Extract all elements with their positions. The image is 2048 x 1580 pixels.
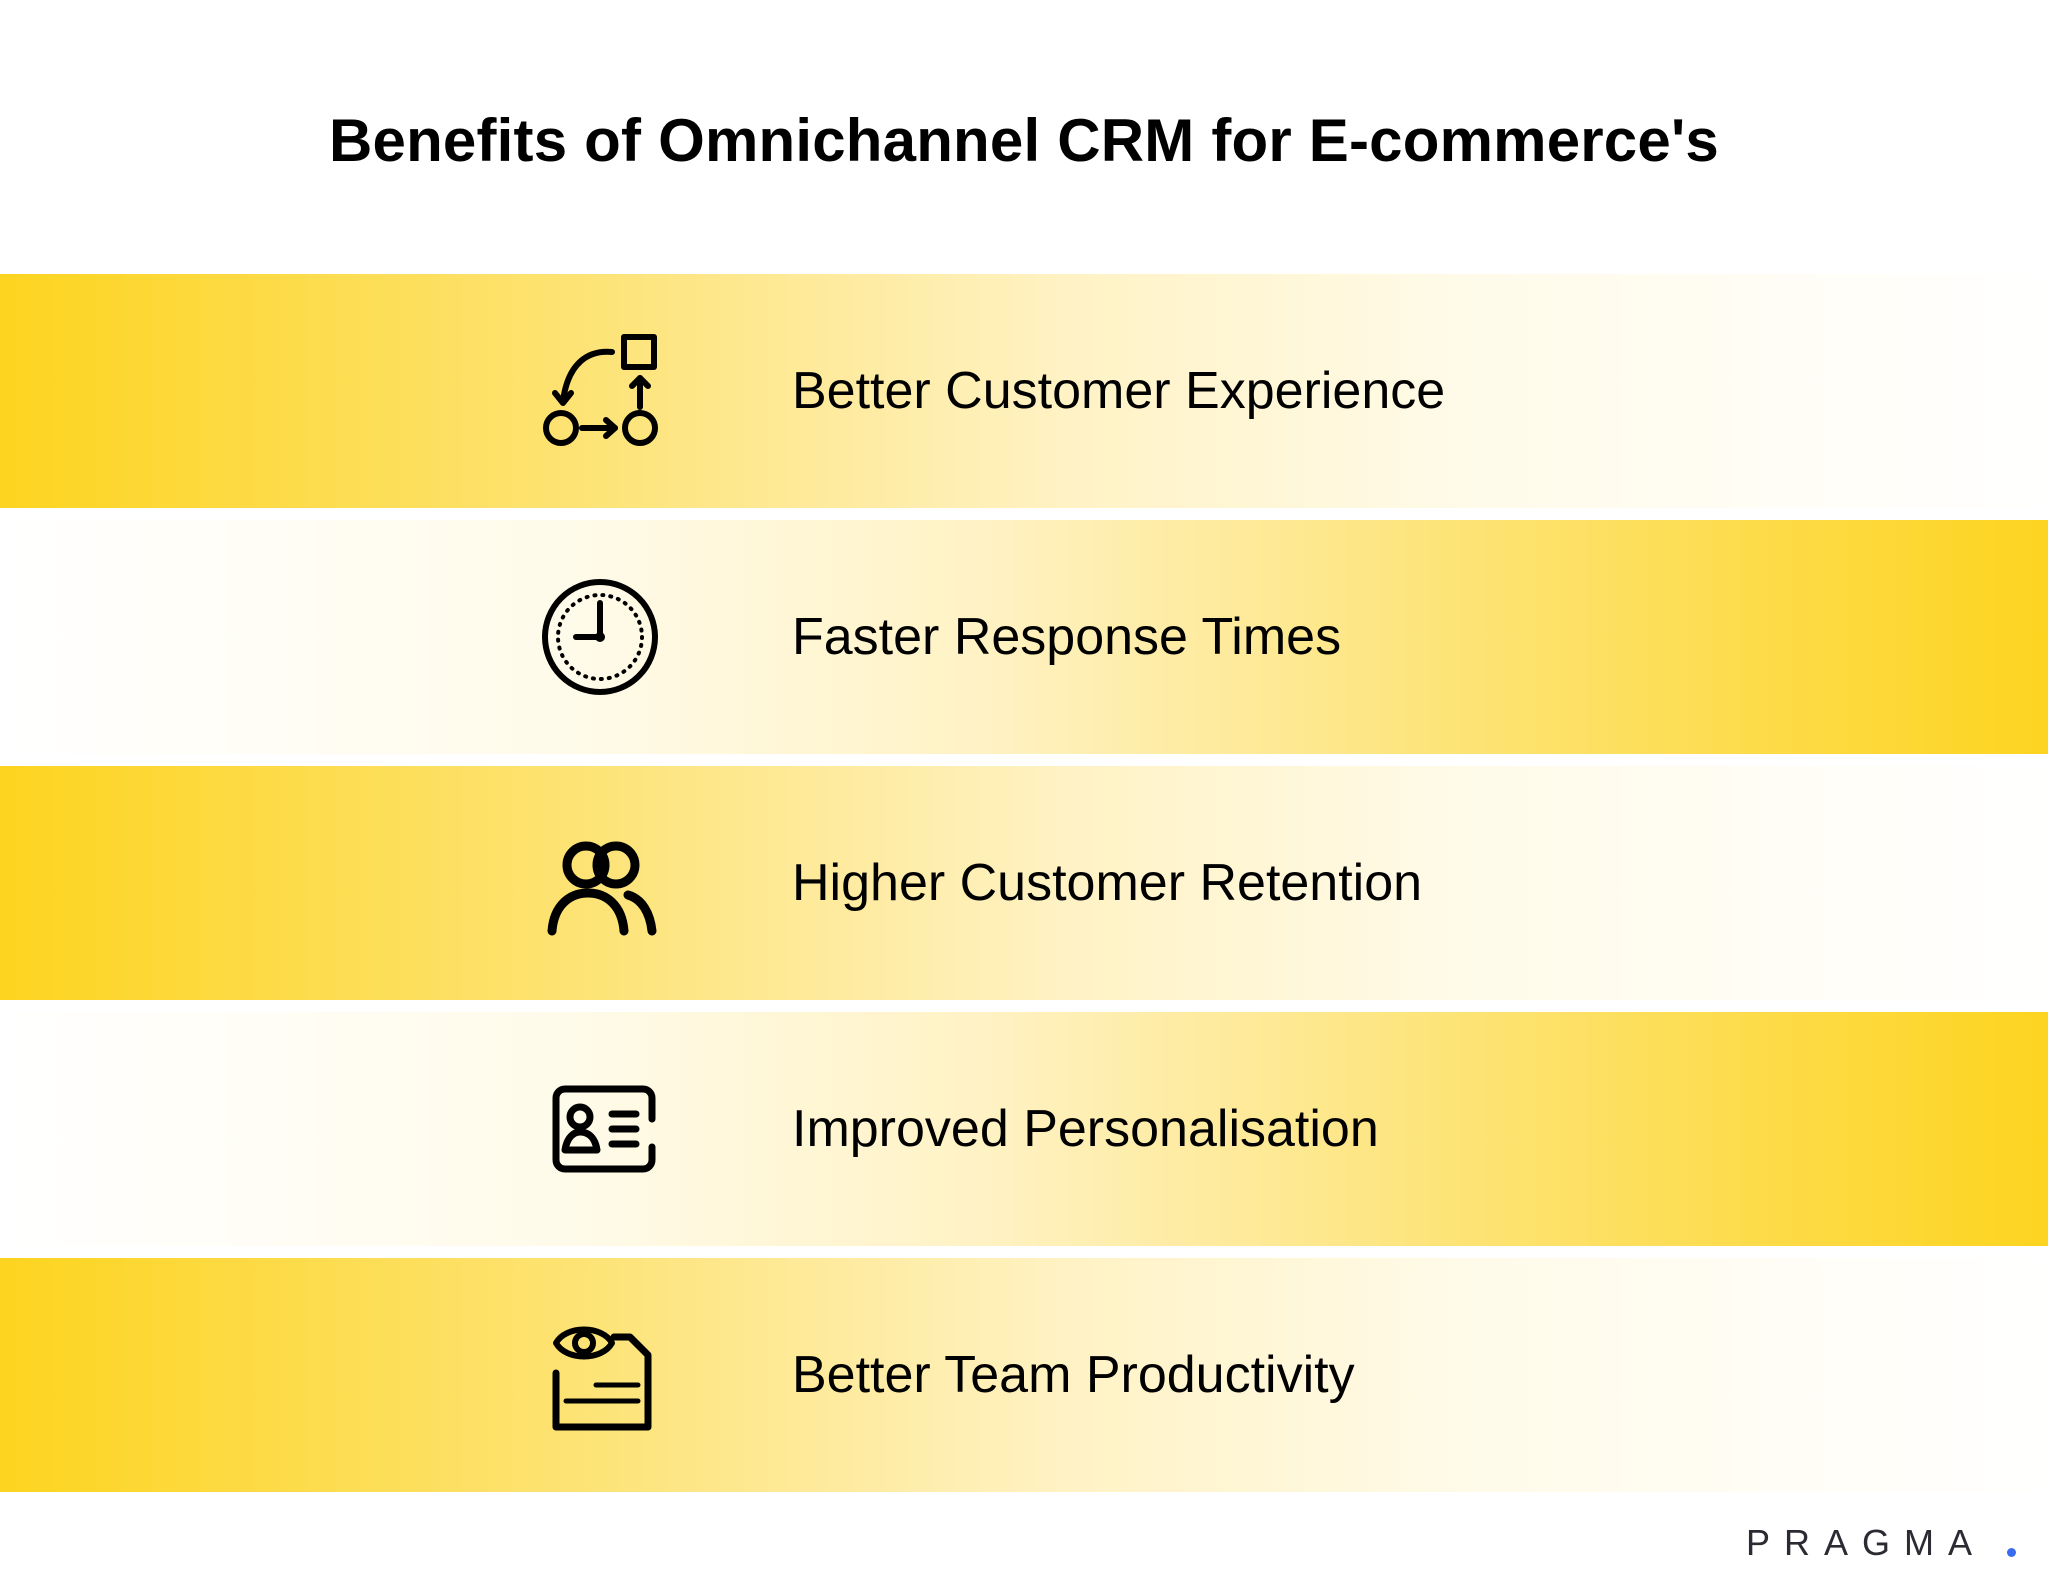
- benefit-label: Higher Customer Retention: [792, 854, 1423, 912]
- benefit-label: Better Team Productivity: [792, 1346, 1355, 1404]
- clock-icon: [530, 577, 670, 697]
- benefit-row-personalisation: Improved Personalisation: [0, 1012, 2048, 1246]
- benefit-label: Improved Personalisation: [792, 1100, 1379, 1158]
- benefit-row-team-productivity: Better Team Productivity: [0, 1258, 2048, 1492]
- brand-logo: PRAGMA: [1745, 1522, 1986, 1563]
- benefit-row-customer-retention: Higher Customer Retention: [0, 766, 2048, 1000]
- benefit-label: Faster Response Times: [792, 608, 1342, 666]
- users-icon: [530, 823, 670, 943]
- contact-card-icon: [530, 1069, 670, 1189]
- eye-document-icon: [530, 1315, 670, 1435]
- benefit-row-customer-experience: Better Customer Experience: [0, 274, 2048, 508]
- brand-dot: [2007, 1548, 2016, 1557]
- workflow-icon: [530, 331, 670, 451]
- benefit-row-response-times: Faster Response Times: [0, 520, 2048, 754]
- page-title: Benefits of Omnichannel CRM for E-commer…: [328, 107, 1719, 174]
- benefit-label: Better Customer Experience: [792, 362, 1446, 420]
